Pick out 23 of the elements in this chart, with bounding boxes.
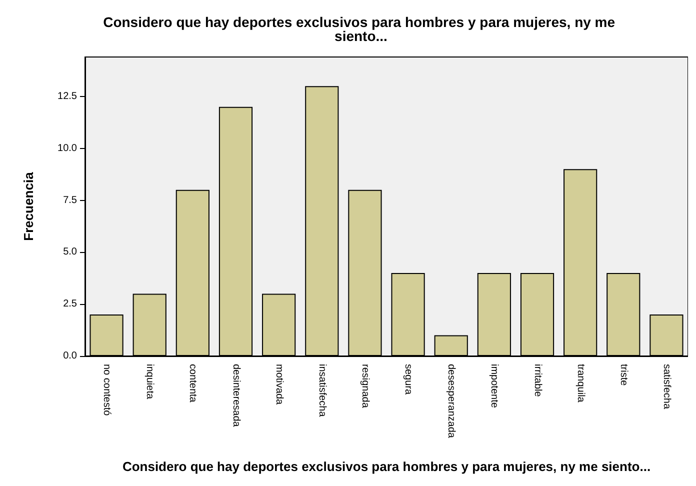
x-tick-label: contenta [187,364,198,403]
chart-title: Considero que hay deportes exclusivos para hombres y para mujeres, ny me siento... [103,14,619,44]
x-tick-label: triste [618,364,629,386]
x-tick-label: inquieta [144,364,156,400]
x-tick-label: segura [402,364,414,396]
y-axis-title: Frecuencia [21,171,36,241]
y-tick-label: 12.5 [58,90,78,102]
x-tick-label: satisfecha [660,364,672,410]
x-tick-label: insatisfecha [316,364,328,418]
y-tick-label: 0.0 [63,350,78,362]
x-axis-title: Considero que hay deportes exclusivos para hombres y para mujeres, ny me siento... [122,459,651,474]
x-tick-label: desinteresada [230,364,242,428]
x-tick-label: desesperanzada [446,364,457,438]
y-tick-label: 5.0 [63,246,78,258]
x-tick-label: no contestó [101,364,112,416]
x-tick-label: motivada [273,364,284,406]
y-tick-label: 10.0 [58,142,78,154]
y-tick-label: 7.5 [63,194,78,206]
x-tick-label: tranquila [574,364,586,403]
x-tick-label: irritable [532,364,543,398]
x-tick-label: impotente [488,364,500,408]
y-tick-label: 2.5 [63,298,78,310]
x-tick-label: resignada [359,364,370,408]
